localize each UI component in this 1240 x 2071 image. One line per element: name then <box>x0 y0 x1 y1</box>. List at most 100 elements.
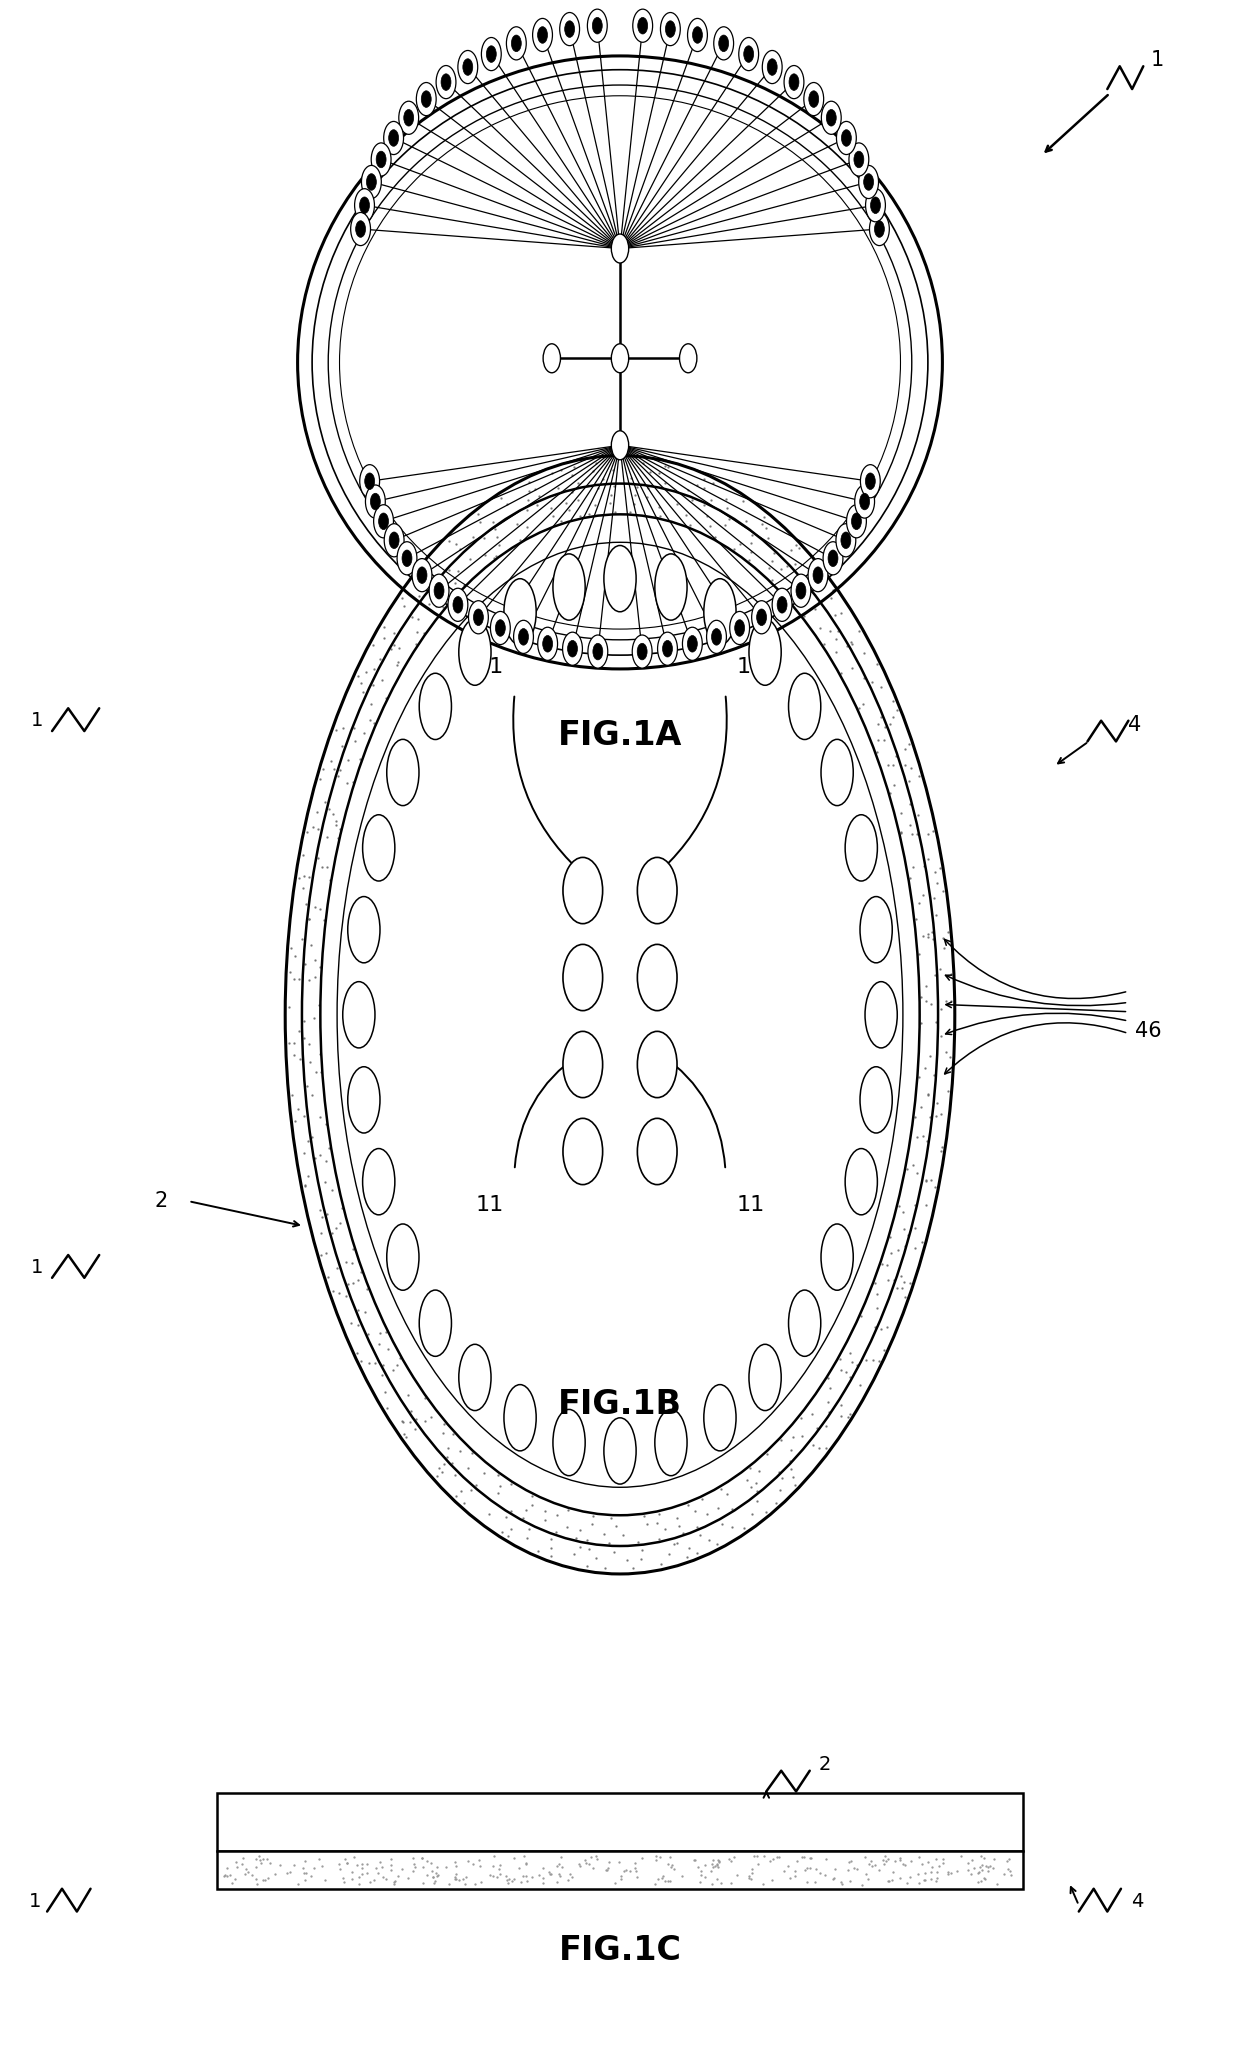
Ellipse shape <box>846 1149 878 1216</box>
Circle shape <box>563 857 603 924</box>
Ellipse shape <box>387 1224 419 1290</box>
Circle shape <box>404 110 414 126</box>
Circle shape <box>458 50 477 83</box>
Circle shape <box>383 122 403 155</box>
Text: 1: 1 <box>29 1891 41 1912</box>
Circle shape <box>842 130 852 147</box>
Circle shape <box>637 1031 677 1098</box>
Circle shape <box>356 222 366 238</box>
Ellipse shape <box>419 1290 451 1357</box>
Circle shape <box>360 464 379 497</box>
Circle shape <box>692 27 702 43</box>
Circle shape <box>714 27 734 60</box>
Text: 4: 4 <box>1131 1891 1143 1912</box>
Circle shape <box>666 21 676 37</box>
Circle shape <box>559 12 579 46</box>
Circle shape <box>417 567 427 584</box>
Ellipse shape <box>553 553 585 619</box>
Ellipse shape <box>789 673 821 739</box>
Text: 11: 11 <box>737 1195 764 1216</box>
Text: 46: 46 <box>1135 1021 1161 1042</box>
Circle shape <box>481 37 501 70</box>
Circle shape <box>808 91 818 108</box>
Circle shape <box>707 621 727 654</box>
Circle shape <box>637 17 647 33</box>
Circle shape <box>417 83 436 116</box>
Circle shape <box>563 632 583 665</box>
Ellipse shape <box>419 673 451 739</box>
Circle shape <box>687 19 707 52</box>
Circle shape <box>402 551 412 567</box>
Circle shape <box>388 130 398 147</box>
Ellipse shape <box>861 897 893 963</box>
Circle shape <box>378 514 388 530</box>
Circle shape <box>412 559 432 592</box>
Text: 11: 11 <box>476 1195 503 1216</box>
Ellipse shape <box>362 1149 394 1216</box>
Circle shape <box>866 472 875 489</box>
Circle shape <box>588 636 608 669</box>
Ellipse shape <box>459 1344 491 1410</box>
Circle shape <box>734 619 744 636</box>
Circle shape <box>719 35 729 52</box>
Circle shape <box>538 628 558 661</box>
Circle shape <box>777 596 787 613</box>
Text: 11: 11 <box>476 657 503 677</box>
Ellipse shape <box>749 1344 781 1410</box>
Circle shape <box>399 101 419 135</box>
Circle shape <box>563 944 603 1011</box>
Ellipse shape <box>704 1385 737 1452</box>
Circle shape <box>496 619 506 636</box>
Circle shape <box>611 234 629 263</box>
Circle shape <box>858 166 878 199</box>
Circle shape <box>422 91 432 108</box>
Ellipse shape <box>347 897 379 963</box>
Circle shape <box>863 174 873 191</box>
Circle shape <box>371 143 391 176</box>
Ellipse shape <box>866 982 898 1048</box>
Circle shape <box>763 50 782 83</box>
Circle shape <box>852 514 862 530</box>
Circle shape <box>866 188 885 222</box>
Text: 4: 4 <box>1128 714 1141 735</box>
Circle shape <box>861 464 880 497</box>
Circle shape <box>773 588 792 621</box>
Circle shape <box>662 640 672 657</box>
Circle shape <box>849 143 869 176</box>
Text: FIG.1C: FIG.1C <box>558 1934 682 1967</box>
Text: FIG.1A: FIG.1A <box>558 719 682 752</box>
Ellipse shape <box>362 814 394 880</box>
Circle shape <box>841 532 851 549</box>
Circle shape <box>593 644 603 661</box>
Circle shape <box>836 524 856 557</box>
Circle shape <box>712 630 722 646</box>
Circle shape <box>870 197 880 213</box>
Ellipse shape <box>821 1224 853 1290</box>
Circle shape <box>397 543 417 576</box>
Circle shape <box>789 75 799 91</box>
Circle shape <box>543 636 553 652</box>
Ellipse shape <box>503 578 536 644</box>
Ellipse shape <box>387 739 419 806</box>
Text: FIG.1B: FIG.1B <box>558 1388 682 1421</box>
Circle shape <box>511 35 521 52</box>
Ellipse shape <box>861 1067 893 1133</box>
Circle shape <box>366 485 386 518</box>
Circle shape <box>533 19 553 52</box>
Ellipse shape <box>553 1410 585 1477</box>
Circle shape <box>756 609 766 625</box>
Circle shape <box>611 431 629 460</box>
Circle shape <box>491 611 511 644</box>
Circle shape <box>453 596 463 613</box>
Circle shape <box>859 493 869 509</box>
Circle shape <box>637 644 647 661</box>
Circle shape <box>874 222 884 238</box>
Circle shape <box>826 110 836 126</box>
Circle shape <box>373 505 393 538</box>
Circle shape <box>611 344 629 373</box>
Circle shape <box>434 582 444 599</box>
Circle shape <box>593 17 603 33</box>
Ellipse shape <box>655 1410 687 1477</box>
Ellipse shape <box>503 1385 536 1452</box>
Bar <box>217 1793 1023 1851</box>
